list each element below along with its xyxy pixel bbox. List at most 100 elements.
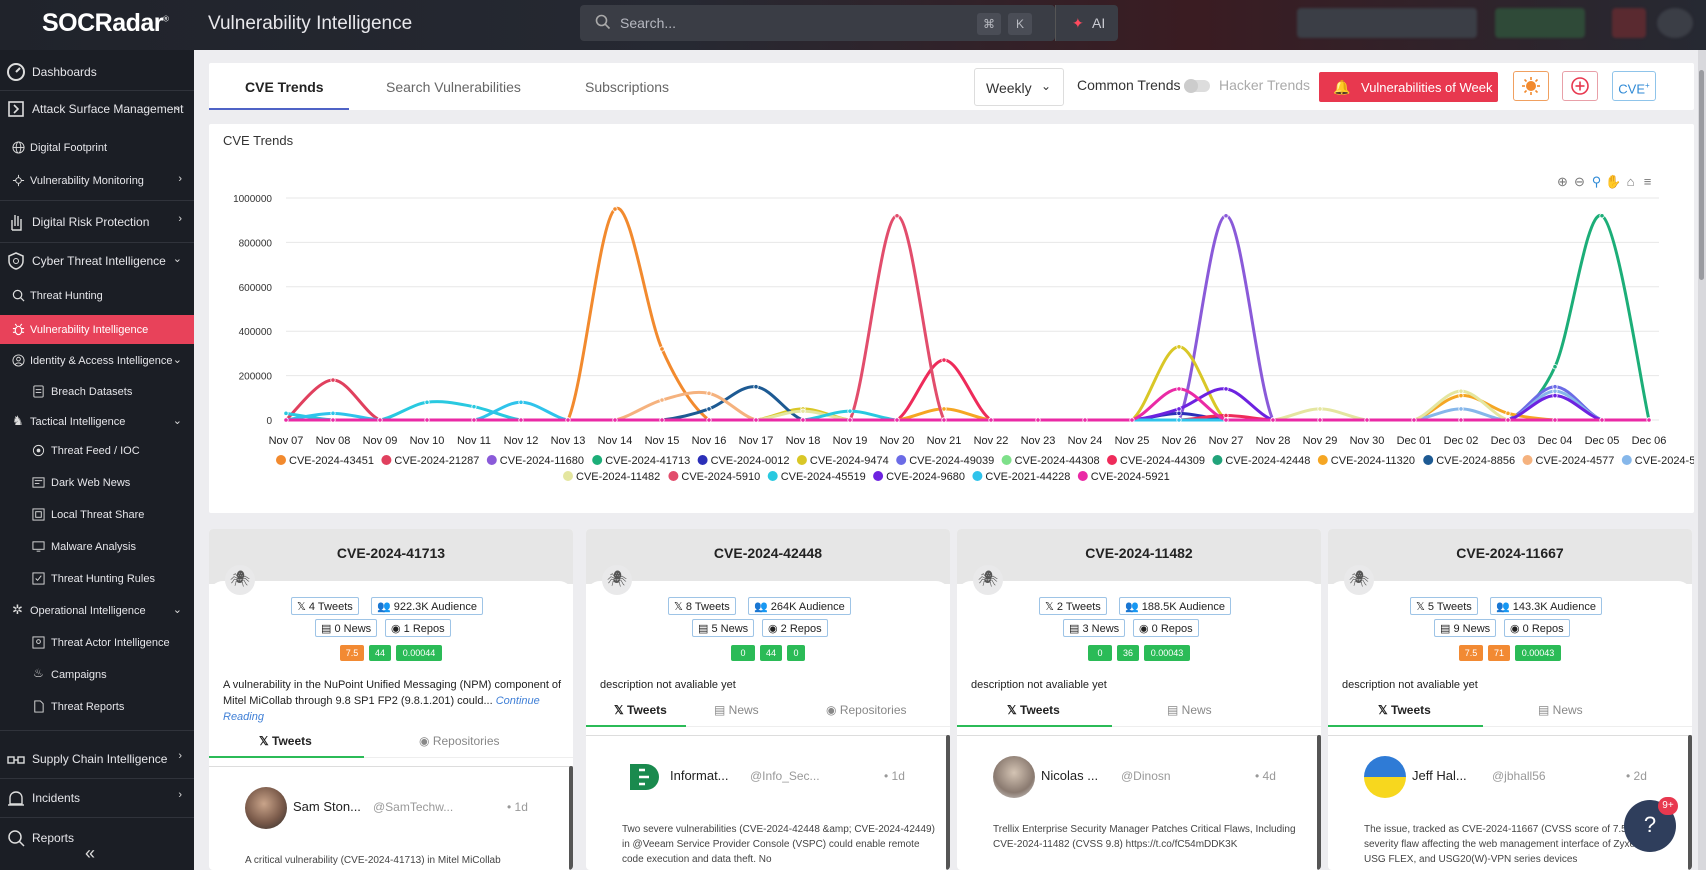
y-tick-label: 0	[266, 416, 272, 427]
description-text: A vulnerability in the NuPoint Unified M…	[223, 679, 562, 707]
sidebar-item-vulnerability-monitoring[interactable]: Vulnerability Monitoring ›	[0, 172, 194, 190]
sidebar-item-dark-web-news[interactable]: Dark Web News	[0, 474, 194, 492]
card-tabs: 𝕏 Tweets ▤ News ◉ Repositories	[586, 695, 950, 727]
card-tab-repositories[interactable]: ◉ Repositories	[419, 734, 500, 748]
avatar[interactable]	[1657, 8, 1693, 38]
sidebar-item-digital-footprint[interactable]: Digital Footprint	[0, 139, 194, 157]
period-select[interactable]: Weekly ⌄	[974, 68, 1064, 106]
card-tab-news[interactable]: ▤ News	[1167, 703, 1212, 717]
sidebar-item-threat-reports[interactable]: Threat Reports	[0, 698, 194, 716]
sidebar-item-breach-datasets[interactable]: Breach Datasets	[0, 383, 194, 401]
sidebar-item-campaigns[interactable]: ♨ Campaigns	[0, 666, 194, 684]
zoom-in-icon[interactable]: ⊕	[1557, 174, 1568, 189]
company-selector[interactable]	[1297, 8, 1477, 38]
news-icon: ▤	[1538, 703, 1553, 717]
sidebar-item-local-threat-share[interactable]: Local Threat Share	[0, 506, 194, 524]
tweet-author-name[interactable]: Jeff Hal...	[1412, 768, 1467, 783]
sidebar-item-tactical-intelligence[interactable]: ♞ Tactical Intelligence ⌄	[0, 413, 194, 431]
menu-icon[interactable]: ≡	[1643, 174, 1652, 189]
search-input[interactable]: Search...	[620, 15, 677, 31]
legend-marker	[1212, 455, 1223, 465]
sidebar-item-malware-analysis[interactable]: Malware Analysis	[0, 538, 194, 556]
data-point	[753, 417, 759, 423]
status-indicator[interactable]	[1495, 8, 1585, 38]
cve-card[interactable]: CVE-2024-42448 🕷 𝕏 8 Tweets 👥 264K Audience…	[586, 529, 950, 870]
card-tab-news[interactable]: ▤ News	[714, 703, 759, 717]
chevron-down-icon: ⌄	[172, 354, 182, 366]
magnifier-icon[interactable]: ⚲	[1591, 174, 1602, 189]
card-scrollbar[interactable]	[569, 766, 573, 870]
card-tab-tweets[interactable]: 𝕏 Tweets	[1007, 703, 1060, 717]
tweet-author-name[interactable]: Informat...	[670, 768, 729, 783]
sidebar-item-cyber-threat-intelligence[interactable]: Cyber Threat Intelligence ⌄	[0, 251, 194, 273]
tweet-item[interactable]: Informat... @Info_Sec... • 1d Two severe vu…	[586, 735, 950, 865]
cve-id[interactable]: CVE-2024-42448	[713, 545, 823, 561]
chat-icon: ?	[1643, 812, 1657, 837]
sidebar-item-reports[interactable]: Reports	[0, 828, 194, 850]
sidebar-item-dashboards[interactable]: Dashboards	[0, 62, 194, 84]
sidebar-item-threat-feed-ioc[interactable]: Threat Feed / IOC	[0, 442, 194, 460]
page-scrollbar[interactable]	[1698, 50, 1706, 870]
notifications-icon[interactable]	[1612, 8, 1646, 38]
sidebar-item-vulnerability-intelligence[interactable]: Vulnerability Intelligence	[0, 315, 194, 344]
socradar-logo[interactable]: SOCRadar®	[42, 9, 169, 38]
x-tick-label: Nov 21	[927, 435, 962, 447]
monitor-icon	[32, 541, 45, 552]
tweet-item[interactable]: Jeff Hal... @jbhall56 • 2d The issue, track…	[1328, 735, 1692, 865]
trends-toggle[interactable]	[1184, 79, 1210, 93]
score-badge: 7.5	[1459, 645, 1483, 661]
tweet-item[interactable]: Nicolas ... @Dinosn • 4d Trellix Enterprise…	[957, 735, 1321, 855]
page-scrollbar-thumb[interactable]	[1699, 70, 1704, 280]
cve-id[interactable]: CVE-2024-11667	[1456, 545, 1564, 561]
card-scrollbar[interactable]	[946, 735, 950, 870]
card-tab-tweets[interactable]: 𝕏 Tweets	[614, 703, 667, 717]
tab-cve-trends[interactable]: CVE Trends	[245, 79, 324, 95]
collapse-sidebar-icon[interactable]: «	[85, 843, 96, 863]
card-tab-tweets[interactable]: 𝕏 Tweets	[259, 734, 312, 748]
sidebar-item-threat-actor-intelligence[interactable]: Threat Actor Intelligence	[0, 634, 194, 652]
x-logo-icon: 𝕏	[1007, 703, 1021, 717]
x-tick-label: Nov 07	[269, 435, 304, 447]
sidebar-item-digital-risk-protection[interactable]: Digital Risk Protection ›	[0, 212, 194, 234]
pan-icon[interactable]: ✋	[1605, 174, 1622, 189]
legend-marker	[1001, 455, 1012, 465]
tweet-author-name[interactable]: Nicolas ...	[1041, 768, 1099, 783]
sidebar-item-threat-hunting[interactable]: Threat Hunting	[0, 287, 194, 305]
virus-button[interactable]	[1513, 71, 1549, 101]
data-point	[1223, 386, 1229, 392]
tweets-count: 4 Tweets	[308, 601, 353, 613]
sidebar-item-identity-access-intelligence[interactable]: Identity & Access Intelligence ⌄	[0, 352, 194, 370]
audience-badge: 👥 143.3K Audience	[1490, 597, 1602, 615]
tweet-item[interactable]: Sam Ston... @SamTechw... • 1d A critical vu…	[209, 766, 573, 870]
zoom-out-icon[interactable]: ⊖	[1574, 174, 1585, 189]
cve-id[interactable]: CVE-2024-11482	[1085, 545, 1193, 561]
cve-button[interactable]: CVE+	[1612, 71, 1656, 101]
data-point	[659, 397, 665, 403]
x-logo-icon: 𝕏	[674, 601, 686, 613]
legend-entry: CVE-2024-41713	[605, 455, 690, 467]
card-scrollbar[interactable]	[1317, 735, 1321, 870]
card-tab-tweets[interactable]: 𝕏 Tweets	[1378, 703, 1431, 717]
cve-card[interactable]: CVE-2024-11482 🕷 𝕏 2 Tweets 👥 188.5K Audien…	[957, 529, 1321, 870]
continue-reading-link[interactable]: Continue Reading	[223, 695, 540, 723]
vulnerabilities-of-week-button[interactable]: 🔔 Vulnerabilities of Week	[1319, 72, 1498, 102]
home-icon[interactable]: ⌂	[1626, 174, 1635, 189]
sidebar-item-attack-surface-management[interactable]: Attack Surface Management ⌄	[0, 99, 194, 121]
cve-id[interactable]: CVE-2024-41713	[336, 545, 446, 561]
card-scrollbar[interactable]	[1688, 735, 1692, 870]
ai-button[interactable]: ✦ AI	[1055, 5, 1118, 41]
cve-card[interactable]: CVE-2024-41713 🕷 𝕏 4 Tweets 👥 922.3K Audien…	[209, 529, 573, 870]
card-tab-repositories[interactable]: ◉ Repositories	[826, 703, 907, 717]
tweet-author-name[interactable]: Sam Ston...	[293, 799, 361, 814]
tab-search-vulnerabilities[interactable]: Search Vulnerabilities	[386, 79, 521, 95]
news-icon: ▤	[1167, 703, 1182, 717]
tab-subscriptions[interactable]: Subscriptions	[585, 79, 670, 95]
search-bar[interactable]: Search... ⌘ K	[580, 5, 1055, 41]
sidebar-item-operational-intelligence[interactable]: ✲ Operational Intelligence ⌄	[0, 602, 194, 620]
sidebar-item-supply-chain-intelligence[interactable]: Supply Chain Intelligence ›	[0, 749, 194, 771]
card-tab-news[interactable]: ▤ News	[1538, 703, 1583, 717]
sidebar-item-incidents[interactable]: Incidents ›	[0, 788, 194, 810]
sidebar-item-threat-hunting-rules[interactable]: Threat Hunting Rules	[0, 570, 194, 588]
add-button[interactable]	[1562, 71, 1598, 101]
data-point	[330, 417, 336, 423]
